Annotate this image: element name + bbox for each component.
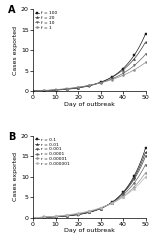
r = 0.00001 [68, 214, 70, 216]
r = 0.000001 [142, 178, 144, 181]
Line: f = 10: f = 10 [32, 53, 147, 92]
r = 0.1 [68, 214, 70, 217]
r = 0.000001 [68, 213, 70, 216]
r = 0.000001 [106, 204, 108, 207]
r = 0.001 [66, 214, 68, 217]
Legend: r = 0.1, r = 0.01, r = 0.001, r = 0.0001, r = 0.00001, r = 0.000001: r = 0.1, r = 0.01, r = 0.001, r = 0.0001… [34, 137, 70, 166]
r = 0.000001 [57, 215, 59, 217]
r = 0.01 [68, 214, 70, 217]
f = 20 [113, 75, 115, 77]
r = 0.0001 [66, 214, 68, 217]
X-axis label: Day of outbreak: Day of outbreak [64, 228, 115, 233]
Line: f = 20: f = 20 [32, 41, 147, 92]
f = 20 [66, 88, 68, 90]
f = 1 [32, 90, 34, 92]
r = 0.00001 [113, 201, 115, 204]
f = 10 [57, 88, 59, 91]
r = 0.0001 [68, 214, 70, 217]
r = 0.1 [66, 215, 68, 217]
f = 100 [57, 89, 59, 91]
f = 1 [142, 63, 144, 66]
f = 100 [32, 90, 34, 92]
r = 0.00001 [142, 175, 144, 177]
r = 0.01 [145, 151, 146, 154]
f = 100 [142, 37, 144, 40]
r = 0.01 [57, 215, 59, 218]
r = 0.001 [106, 204, 108, 206]
r = 0.000001 [113, 201, 115, 204]
f = 20 [106, 78, 108, 81]
Line: f = 100: f = 100 [32, 33, 147, 92]
f = 100 [66, 88, 68, 91]
Line: r = 0.1: r = 0.1 [32, 147, 147, 219]
r = 0.001 [57, 215, 59, 218]
r = 0.01 [66, 215, 68, 217]
Line: r = 0.000001: r = 0.000001 [32, 176, 147, 219]
f = 100 [113, 74, 115, 77]
r = 0.01 [142, 157, 144, 160]
Line: r = 0.0001: r = 0.0001 [32, 164, 147, 219]
r = 0.1 [145, 147, 146, 150]
f = 1 [57, 88, 59, 91]
Y-axis label: Cases exported: Cases exported [13, 26, 18, 75]
r = 0.001 [142, 160, 144, 163]
r = 0.0001 [32, 216, 34, 219]
f = 20 [68, 87, 70, 90]
f = 1 [145, 61, 146, 64]
r = 0.01 [113, 200, 115, 202]
Line: r = 0.001: r = 0.001 [32, 155, 147, 219]
Line: r = 0.01: r = 0.01 [32, 151, 147, 219]
f = 1 [66, 87, 68, 90]
r = 0.0001 [142, 167, 144, 170]
f = 10 [32, 90, 34, 92]
r = 0.1 [32, 216, 34, 219]
r = 0.0001 [106, 204, 108, 207]
f = 20 [57, 88, 59, 91]
f = 1 [68, 87, 70, 90]
r = 0.001 [32, 216, 34, 219]
f = 20 [32, 90, 34, 92]
r = 0.1 [57, 215, 59, 218]
r = 0.00001 [145, 171, 146, 174]
f = 100 [68, 88, 70, 91]
r = 0.000001 [66, 213, 68, 216]
r = 0.001 [113, 200, 115, 202]
Legend: f = 100, f = 20, f = 10, f = 1: f = 100, f = 20, f = 10, f = 1 [34, 11, 57, 30]
f = 1 [113, 77, 115, 80]
f = 20 [145, 41, 146, 44]
Text: A: A [8, 5, 16, 15]
f = 100 [106, 78, 108, 81]
Y-axis label: Cases exported: Cases exported [13, 152, 18, 201]
f = 10 [106, 79, 108, 82]
f = 10 [68, 87, 70, 90]
r = 0.01 [32, 216, 34, 219]
r = 0.0001 [57, 215, 59, 218]
X-axis label: Day of outbreak: Day of outbreak [64, 102, 115, 106]
r = 0.001 [145, 155, 146, 158]
r = 0.00001 [106, 204, 108, 207]
f = 1 [106, 80, 108, 82]
r = 0.000001 [145, 175, 146, 178]
f = 100 [145, 33, 146, 35]
f = 10 [145, 53, 146, 56]
Line: r = 0.00001: r = 0.00001 [32, 172, 147, 219]
r = 0.00001 [66, 214, 68, 217]
r = 0.1 [106, 204, 108, 207]
r = 0.0001 [145, 163, 146, 166]
f = 20 [142, 44, 144, 47]
Text: B: B [8, 132, 16, 142]
f = 10 [66, 88, 68, 90]
f = 10 [142, 55, 144, 58]
r = 0.00001 [57, 215, 59, 218]
r = 0.0001 [113, 200, 115, 203]
f = 10 [113, 77, 115, 79]
Line: f = 1: f = 1 [32, 61, 147, 92]
r = 0.01 [106, 204, 108, 207]
r = 0.1 [142, 154, 144, 156]
r = 0.000001 [32, 216, 34, 219]
r = 0.001 [68, 214, 70, 217]
r = 0.00001 [32, 216, 34, 219]
r = 0.1 [113, 199, 115, 202]
